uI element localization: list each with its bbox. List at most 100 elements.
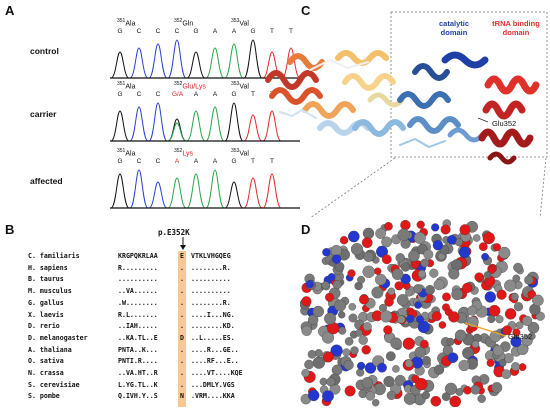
sequence-right: VTKLVHGQEG <box>191 252 231 260</box>
base-call: G <box>117 158 123 165</box>
base-call: G <box>231 91 237 98</box>
trace-peak <box>224 181 244 209</box>
sequence-residue-352: . <box>180 263 184 272</box>
base-call: A <box>231 28 237 35</box>
trace-peak <box>167 39 187 79</box>
trace-peak <box>243 114 263 142</box>
trace-peak <box>148 102 168 142</box>
sequence-left: ..VA...... <box>118 287 158 296</box>
trace-peak <box>205 47 225 79</box>
sequence-left: Q.IVH.Y..S <box>118 392 158 401</box>
trace-peak <box>110 51 130 79</box>
sequence-residue-352: . <box>180 345 184 354</box>
trace-peak <box>167 122 187 142</box>
mutation-label: p.E352K <box>158 228 190 237</box>
base-call: A <box>212 91 218 98</box>
trace-peak <box>186 110 206 142</box>
sequence-left: ..IAH..... <box>118 322 158 331</box>
trace-peak <box>148 43 168 79</box>
mutation-arrow <box>180 237 186 250</box>
sequence-residue-352: N <box>180 392 184 401</box>
base-call: T <box>251 158 255 165</box>
species-name: C. familiaris <box>28 252 80 260</box>
trace-peak <box>243 39 263 79</box>
alignment-panel: p.E352K C. familiaris KRGPQKRLAA E VTKLVHGQ… <box>0 220 300 407</box>
codon-label: 351Ala <box>117 148 136 158</box>
species-name: O. sativa <box>28 357 64 366</box>
glu352-label-d: Glu352 <box>508 332 533 341</box>
sequence-residue-352: . <box>180 287 184 296</box>
chromatogram-label: control <box>30 46 59 56</box>
base-call: G <box>231 158 237 165</box>
panel-label-c: C <box>301 3 311 18</box>
sequence-right: .VRM....KKA <box>191 392 235 401</box>
base-call: A <box>193 91 199 98</box>
zoom-connector <box>309 157 547 219</box>
sequence-right: ..L.....ES. <box>191 333 235 342</box>
codon-label: 352Glu/Lys <box>174 81 206 91</box>
sequence-residue-352: . <box>180 369 184 377</box>
sequence-residue-352: . <box>180 357 184 366</box>
trace-peak <box>281 47 301 79</box>
chromatogram-trace <box>110 102 300 142</box>
catalytic-domain-label: catalytic domain <box>438 19 470 37</box>
trace-peak <box>262 110 282 142</box>
base-call: A <box>212 28 218 35</box>
base-call: T <box>270 158 274 165</box>
trace-peak <box>205 169 225 209</box>
base-call: C <box>136 28 142 35</box>
ribbon-structure-image <box>265 11 548 165</box>
base-call: G <box>117 28 123 35</box>
sequence-right: ....I...NG. <box>191 310 235 319</box>
species-name: S. cerevisiae <box>28 380 80 389</box>
sequence-left: R......... <box>118 263 158 272</box>
trace-peak <box>224 43 244 79</box>
trace-peak <box>186 173 206 209</box>
sequence-right: ....R...GE.. <box>191 345 239 354</box>
trace-peak <box>129 106 149 142</box>
trace-peak <box>148 181 168 209</box>
chromatogram-trace <box>110 169 300 209</box>
base-call: G <box>117 91 123 98</box>
base-call: G <box>193 28 199 35</box>
base-call: C <box>136 91 142 98</box>
codon-label: 353Val <box>231 148 249 158</box>
trna-binding-domain-label: tRNA binding domain <box>492 19 540 37</box>
sequence-residue-352: . <box>180 310 184 319</box>
sequence-right: ...DMLY.VGS <box>191 380 235 389</box>
sequence-left: .......... <box>118 275 158 284</box>
species-name: A. thaliana <box>28 345 72 354</box>
trace-peak <box>110 173 130 209</box>
codon-label: 352Gln <box>174 18 194 28</box>
codon-label: 353Val <box>231 18 249 28</box>
base-call: T <box>289 28 293 35</box>
trace-peak <box>110 110 130 142</box>
species-name: H. sapiens <box>28 263 68 272</box>
base-call: C <box>174 28 180 35</box>
base-call: A <box>193 158 199 165</box>
sequence-left: ..VA.HT..R <box>118 369 158 377</box>
sequence-right: .......... <box>191 275 231 284</box>
space-filling-panel: Glu352 <box>299 215 550 408</box>
trace-peak <box>129 169 149 209</box>
sequence-right: ........R. <box>191 298 231 307</box>
species-name: D. rerio <box>28 322 60 331</box>
highlight-column <box>178 251 186 407</box>
sequence-left: .W........ <box>118 298 158 307</box>
species-name: M. musculus <box>28 287 72 296</box>
sequence-right: ....RF...E.. <box>191 357 239 366</box>
chromatogram-label: carrier <box>30 109 57 119</box>
sequence-residue-352: E <box>180 252 184 260</box>
sequence-right: .......... <box>191 287 231 296</box>
codon-label: 351Ala <box>117 18 136 28</box>
base-call: G/A <box>172 91 184 98</box>
species-name: D. melanogaster <box>28 333 88 342</box>
sequence-right: ........R. <box>191 263 231 272</box>
base-call: A <box>174 158 180 165</box>
base-call: T <box>251 91 255 98</box>
chromatogram-label: affected <box>30 176 63 186</box>
base-call: A <box>212 158 218 165</box>
space-filling-image <box>299 219 545 408</box>
trace-peak <box>129 47 149 79</box>
codon-label: 353Val <box>231 81 249 91</box>
